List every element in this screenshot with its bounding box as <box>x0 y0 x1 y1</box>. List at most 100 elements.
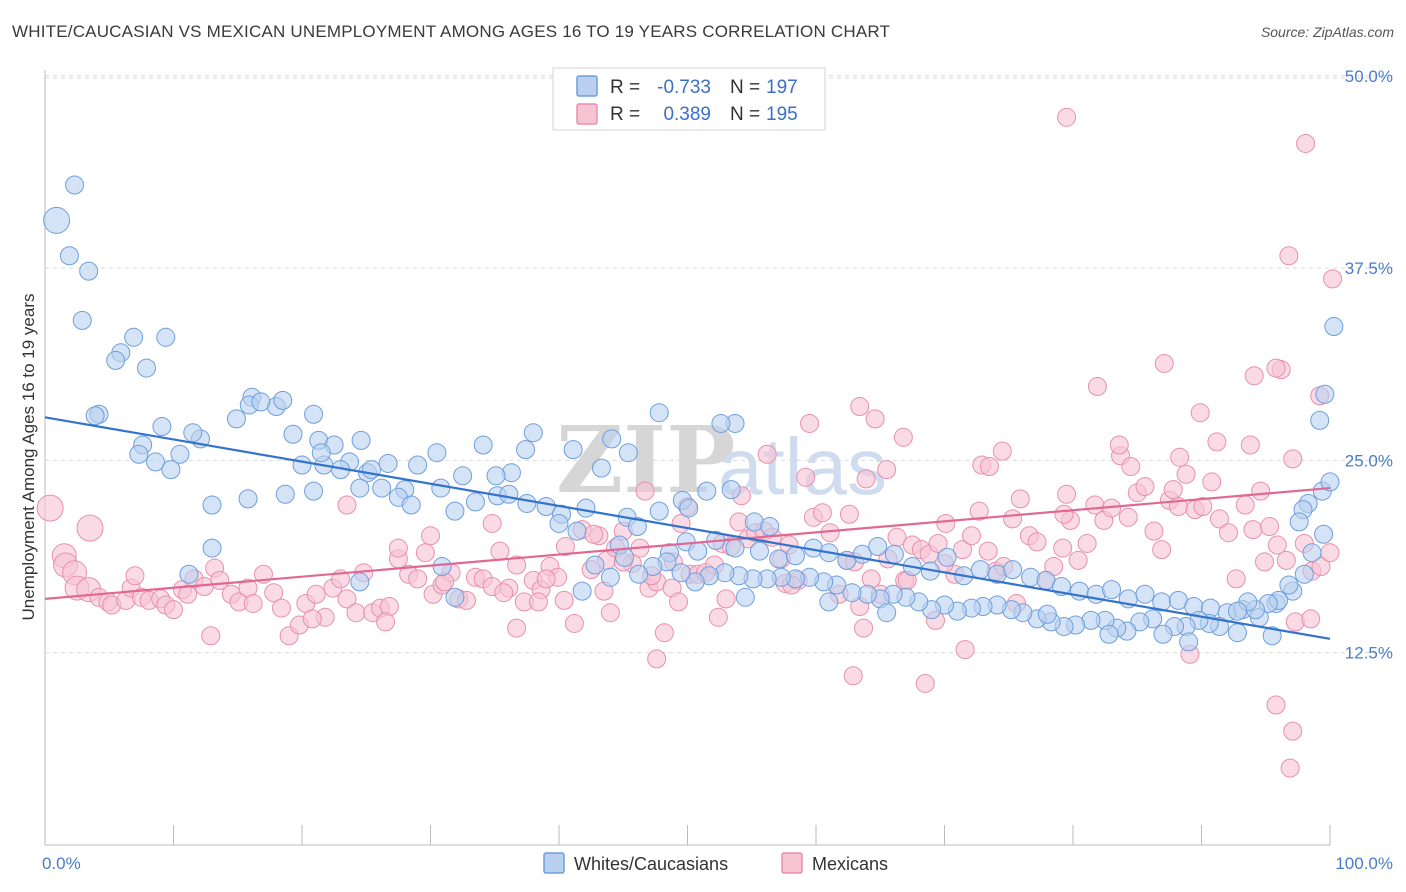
mexicans-point <box>952 540 972 560</box>
mexicans-point <box>1320 543 1340 563</box>
mexicans-point <box>421 526 440 546</box>
mexicans-point <box>408 569 428 589</box>
whites-point <box>1302 543 1322 563</box>
legend-n-label-whites: N = <box>730 77 760 98</box>
whites-point <box>1294 564 1314 584</box>
whites-point <box>202 495 222 515</box>
whites-point <box>1179 632 1199 652</box>
whites-point <box>1289 512 1309 532</box>
series-legend: Whites/Caucasians Mexicans <box>543 852 888 874</box>
whites-point <box>161 460 181 480</box>
mexicans-point <box>554 590 574 610</box>
whites-point <box>408 455 428 475</box>
whites-point <box>427 443 447 463</box>
whites-point <box>156 327 176 347</box>
mexicans-point <box>1296 133 1316 153</box>
mexicans-point <box>306 584 326 604</box>
x-tick-labels: 0.0% 100.0% <box>42 854 1393 873</box>
whites-point <box>179 564 199 584</box>
mexicans-point <box>1154 353 1174 373</box>
whites-point <box>445 587 465 607</box>
legend-r-label-mexicans: R = <box>610 104 640 125</box>
mexicans-point <box>490 541 510 561</box>
whites-point <box>671 563 691 583</box>
whites-point <box>868 537 888 557</box>
whites-point <box>361 460 381 480</box>
mexicans-point <box>796 467 816 487</box>
mexicans-point <box>877 460 897 480</box>
mexicans-point <box>1118 507 1138 527</box>
whites-point <box>453 466 473 486</box>
whites-point <box>273 390 293 410</box>
whites-point <box>819 592 839 612</box>
whites-point <box>431 478 451 498</box>
mexicans-point <box>507 555 527 575</box>
mexicans-point <box>1311 557 1331 577</box>
mexicans-point <box>346 603 366 623</box>
legend-swatch-whites <box>576 75 598 97</box>
whites-point <box>1279 575 1299 595</box>
whites-point <box>1314 524 1334 544</box>
whites-point <box>1262 626 1282 646</box>
whites-point <box>129 444 149 464</box>
y-tick-label-50: 50.0% <box>1345 67 1393 86</box>
mexicans-point <box>482 513 502 533</box>
whites-point <box>970 560 990 580</box>
whites-point <box>124 327 144 347</box>
whites-point <box>372 478 392 498</box>
mexicans-point <box>164 600 183 620</box>
mexicans-point <box>1280 758 1300 778</box>
mexicans-point <box>1279 246 1299 266</box>
mexicans-point <box>708 607 728 627</box>
whites-point <box>567 521 587 541</box>
y-tick-label-12-5: 12.5% <box>1345 644 1393 663</box>
whites-point <box>1324 317 1344 337</box>
mexicans-point <box>955 640 975 660</box>
trend-line-mexicans <box>44 486 1331 600</box>
whites-point <box>350 572 370 592</box>
whites-point <box>350 478 370 498</box>
mexicans-point <box>1251 481 1271 501</box>
whites-point <box>1310 410 1330 430</box>
mexicans-point <box>1244 366 1264 386</box>
whites-point <box>749 541 769 561</box>
mexicans-point <box>1027 532 1047 552</box>
y-tick-label-25: 25.0% <box>1345 451 1393 470</box>
mexicans-point <box>854 618 874 638</box>
mexicans-point <box>915 673 935 693</box>
whites-point <box>649 403 669 423</box>
whites-point <box>445 501 465 521</box>
mexicans-point <box>1144 521 1164 541</box>
whites-point <box>283 424 303 444</box>
whites-point <box>629 564 649 584</box>
legend-r-value-whites: -0.733 <box>657 77 711 98</box>
whites-point <box>516 440 536 460</box>
mexicans-point <box>843 666 863 686</box>
whites-point <box>1153 624 1173 644</box>
x-tick-label-100: 100.0% <box>1335 854 1393 873</box>
whites-point <box>351 430 371 450</box>
whites-point <box>1130 612 1150 632</box>
mexicans-point <box>388 538 408 558</box>
chart-title: WHITE/CAUCASIAN VS MEXICAN UNEMPLOYMENT … <box>12 22 891 41</box>
whites-point <box>432 557 452 577</box>
whites-point <box>1003 560 1023 580</box>
x-tick-label-0: 0.0% <box>42 854 81 873</box>
mexicans-point <box>1323 269 1343 289</box>
mexicans-point <box>1283 449 1303 469</box>
mexicans-point <box>337 589 357 609</box>
whites-point <box>600 567 620 587</box>
whites-point <box>615 547 635 567</box>
whites-point <box>1099 624 1119 644</box>
whites-point <box>501 463 521 483</box>
whites-point <box>401 495 421 515</box>
mexicans-point <box>264 583 284 603</box>
whites-point <box>378 453 398 473</box>
bottom-legend-label-whites: Whites/Caucasians <box>574 854 728 874</box>
mexicans-point <box>1276 550 1296 570</box>
whites-point <box>1102 580 1122 600</box>
whites-point <box>585 555 605 575</box>
series-whites-points <box>43 175 1344 652</box>
mexicans-point <box>555 537 575 557</box>
mexicans-point <box>1193 497 1213 517</box>
